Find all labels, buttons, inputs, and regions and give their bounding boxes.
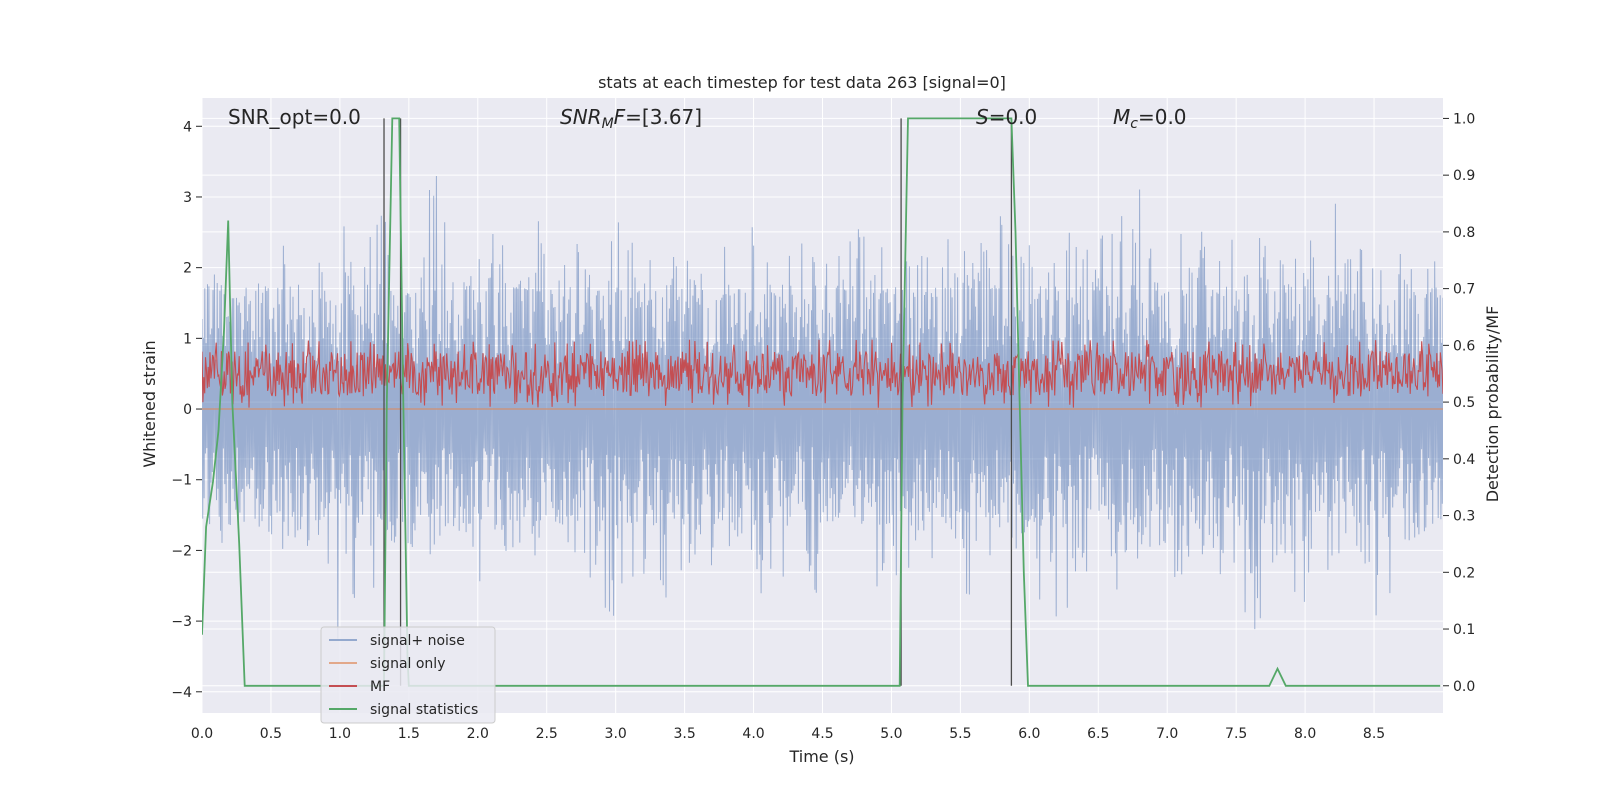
annotation-mc: Mc=0.0 (1113, 105, 1187, 132)
series-clip-group (202, 117, 1443, 687)
y-axis-label: Whitened strain (140, 340, 159, 467)
y-tick-label: 1 (183, 331, 192, 347)
x-tick-label: 6.5 (1087, 726, 1109, 742)
y-tick-label: 0 (183, 402, 192, 418)
y2-tick-label: 0.8 (1453, 225, 1475, 241)
annotation-snr-mf-symbol: SNR (560, 105, 602, 129)
legend-label-mf: MF (370, 679, 390, 695)
y2-tick-label: 0.4 (1453, 452, 1475, 468)
x-tick-label: 5.0 (880, 726, 902, 742)
x-tick-label: 0.5 (260, 726, 282, 742)
y2-tick-label: 0.3 (1453, 509, 1475, 525)
x-tick-label: 6.0 (1018, 726, 1040, 742)
annotation-mc-subscript: c (1130, 116, 1138, 132)
x-tick-label: 0.0 (191, 726, 213, 742)
legend-label-signal-only: signal only (370, 656, 445, 672)
chart-title: stats at each timestep for test data 263… (598, 73, 1006, 92)
x-tick-label: 2.0 (467, 726, 489, 742)
annotation-snr-mf-subscript: M (602, 116, 614, 132)
series-signal-statistics-line (202, 117, 1441, 687)
x-tick-label: 8.0 (1294, 726, 1316, 742)
annotation-s-value: =0.0 (989, 105, 1038, 129)
y-tick-label: −2 (171, 543, 192, 559)
series-mf-line (202, 339, 1443, 408)
x-tick-label: 4.0 (742, 726, 764, 742)
y2-tick-label: 0.1 (1453, 622, 1475, 638)
series-signal-noise-line (202, 175, 1443, 639)
x-tick-label: 7.5 (1225, 726, 1247, 742)
legend-label-signal-statistics: signal statistics (370, 702, 478, 718)
legend-label-signal-noise: signal+ noise (370, 633, 465, 649)
x-tick-label: 5.5 (949, 726, 971, 742)
y-tick-label: 3 (183, 190, 192, 206)
y2-tick-label: 0.2 (1453, 565, 1475, 581)
annotation-mc-value: =0.0 (1138, 105, 1187, 129)
annotation-snr-mf: SNRMF=[3.67] (560, 105, 702, 132)
annotation-snr-mf-value: =[3.67] (625, 105, 702, 129)
y2-tick-label: 0.7 (1453, 282, 1475, 298)
x-tick-label: 7.0 (1156, 726, 1178, 742)
y-tick-label: 4 (183, 119, 192, 135)
x-tick-label: 4.5 (811, 726, 833, 742)
annotation-snr-opt: SNR_opt=0.0 (228, 105, 361, 129)
legend-box (320, 626, 496, 724)
annotation-s-symbol: S (976, 105, 989, 129)
y2-tick-label: 0.6 (1453, 338, 1475, 354)
x-axis-label: Time (s) (788, 747, 854, 766)
x-tick-label: 3.0 (605, 726, 627, 742)
y2-tick-label: 0.5 (1453, 395, 1475, 411)
legend: signal+ noise signal only MF signal stat… (320, 626, 496, 724)
annotation-snr-mf-f: F (614, 105, 626, 129)
y2-tick-label: 0.9 (1453, 168, 1475, 184)
y2-tick-label: 1.0 (1453, 111, 1475, 127)
y2-axis-label: Detection probability/MF (1483, 306, 1502, 503)
annotation-mc-symbol: M (1113, 105, 1130, 129)
y-tick-label: −4 (171, 685, 192, 701)
x-tick-label: 8.5 (1363, 726, 1385, 742)
annotation-s: S=0.0 (976, 105, 1037, 129)
y-tick-label: −1 (171, 473, 192, 489)
x-tick-label: 3.5 (673, 726, 695, 742)
x-tick-label: 1.5 (398, 726, 420, 742)
y-tick-label: −3 (171, 614, 192, 630)
y2-tick-label: 0.0 (1453, 679, 1475, 695)
y-tick-label: 2 (183, 261, 192, 277)
x-tick-label: 2.5 (536, 726, 558, 742)
x-tick-label: 1.0 (329, 726, 351, 742)
